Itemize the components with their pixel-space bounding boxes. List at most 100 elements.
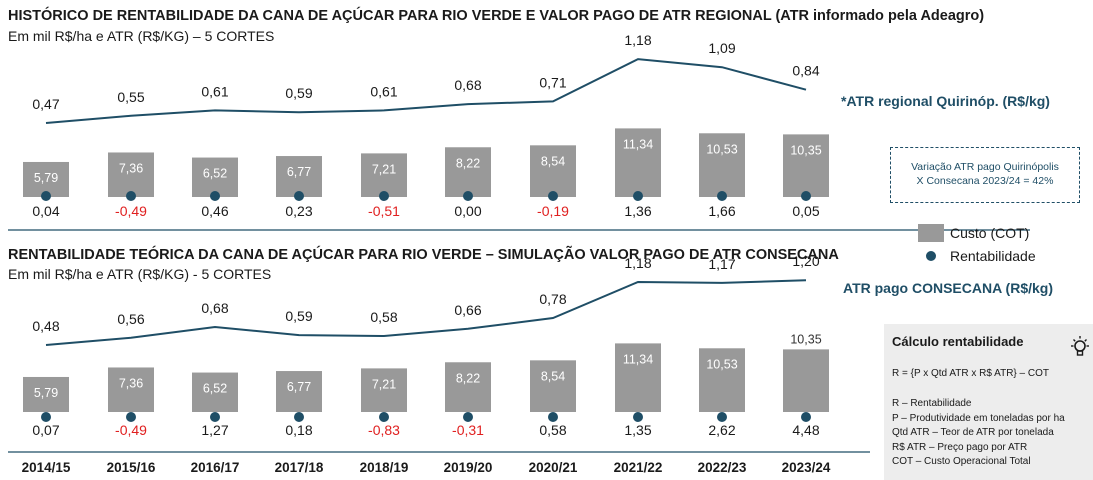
rentability-dot [717,191,727,201]
rentability-dot [294,191,304,201]
bar-label: 7,21 [372,162,396,176]
atr-label: 1,17 [708,256,735,272]
bar-label: 6,52 [203,167,227,181]
bar-1-7 [615,128,661,197]
note-line-1: Variação ATR pago Quirinópolis [911,161,1059,173]
atr-label: 1,18 [624,255,651,271]
chart1-title: HISTÓRICO DE RENTABILIDADE DA CANA DE AÇ… [8,8,985,24]
atr-label: 0,61 [201,83,228,99]
rentability-dot [41,412,51,422]
atr-line [45,279,807,346]
bar-2-5 [445,362,491,412]
atr-label: 0,71 [539,74,566,90]
bar-label: 8,54 [541,369,565,383]
bar-label: 6,77 [287,165,311,179]
bar-label: 11,34 [623,137,653,151]
rentability-dot [633,191,643,201]
bar-label: 5,79 [34,171,58,185]
x-tick-label: 2016/17 [191,460,240,475]
rentability-label: 0,04 [32,203,59,219]
bar-label: 8,22 [456,156,480,170]
bar-label: 6,52 [203,382,227,396]
rentability-dot [801,412,811,422]
chart2-title: RENTABILIDADE TEÓRICA DA CANA DE AÇÚCAR … [8,247,839,263]
atr-label: 0,61 [370,83,397,99]
legend-bar-swatch [918,224,944,242]
rentability-label-bg [788,422,824,439]
lightbulb-icon [1071,336,1089,356]
rentability-label: 1,35 [624,422,651,438]
x-tick-label: 2015/16 [107,460,156,475]
bar-2-7 [615,343,661,412]
atr-label: 0,55 [117,89,144,105]
atr-label: 0,56 [117,311,144,327]
rentability-label: -0,83 [368,422,400,438]
rentability-label: -0,19 [537,203,569,219]
x-tick-label: 2022/23 [698,460,747,475]
chart1-subtitle: Em mil R$/ha e ATR (R$/KG) – 5 CORTES [8,28,275,44]
bar-label: 8,54 [541,154,565,168]
atr-label: 0,84 [792,63,819,79]
bar-1-1 [108,152,154,197]
atr-label: 0,58 [370,309,397,325]
rentability-dot [126,191,136,201]
rentability-label: 0,18 [285,422,312,438]
legend-bar-label: Custo (COT) [950,225,1030,241]
legend-dot-swatch [926,251,936,261]
rentability-label: -0,51 [368,203,400,219]
rentability-dot [126,412,136,422]
atr-line [45,58,807,124]
x-tick-label: 2017/18 [275,460,324,475]
rentability-dot [463,412,473,422]
rentability-label: 0,07 [32,422,59,438]
rentability-dot [41,191,51,201]
x-tick-label: 2023/24 [782,460,831,475]
x-tick-label: 2014/15 [22,460,71,475]
chart2-subtitle: Em mil R$/ha e ATR (R$/KG) - 5 CORTES [8,266,272,282]
rentability-label-bg [704,422,740,439]
calc-item: COT – Custo Operacional Total [892,456,1031,467]
rentability-dot [294,412,304,422]
bar-2-1 [108,367,154,412]
bar-2-0 [23,376,69,412]
bar-label: 8,22 [456,371,480,385]
atr-label: 1,09 [708,40,735,56]
atr-label: 0,68 [454,77,481,93]
rentability-label: 2,62 [708,422,735,438]
atr-label: 1,18 [624,32,651,48]
rentability-label: 4,48 [792,422,819,438]
rentability-dot [463,191,473,201]
chart1-line-series-label: *ATR regional Quirinóp. (R$/kg) [841,93,1050,109]
bar-2-8 [699,348,745,412]
rentability-label: 0,05 [792,203,819,219]
bar-2-4 [361,368,407,412]
rentability-dot [379,191,389,201]
calc-formula: R = {P x Qtd ATR x R$ ATR} – COT [892,368,1049,379]
note-box: Variação ATR pago Quirinópolis X Conseca… [890,147,1080,203]
bar-label: 5,79 [34,386,58,400]
rentability-dot [210,412,220,422]
x-tick-label: 2018/19 [360,460,409,475]
bar-2-2 [192,372,238,412]
bar-label: 10,35 [790,332,821,346]
bar-1-5 [445,147,491,197]
bar-1-3 [276,156,322,197]
bar-2-6 [530,360,576,412]
bar-label: 11,34 [623,352,653,366]
rentability-label: 0,46 [201,203,228,219]
calc-item: P – Produtividade em toneladas por ha [892,412,1065,424]
atr-label: 0,59 [285,85,312,101]
rentability-label: -0,49 [115,422,147,438]
calc-item: Qtd ATR – Teor de ATR por tonelada [892,427,1054,438]
x-tick-label: 2020/21 [529,460,578,475]
bar-1-8 [699,133,745,197]
calc-item: R – Rentabilidade [892,398,972,409]
rentability-label: 0,00 [454,203,481,219]
bar-label: 7,36 [119,161,143,175]
bar-1-4 [361,153,407,197]
bar-1-6 [530,145,576,197]
rentability-label: 0,58 [539,422,566,438]
rentability-dot [379,412,389,422]
chart2-line-series-label: ATR pago CONSECANA (R$/kg) [843,280,1053,296]
